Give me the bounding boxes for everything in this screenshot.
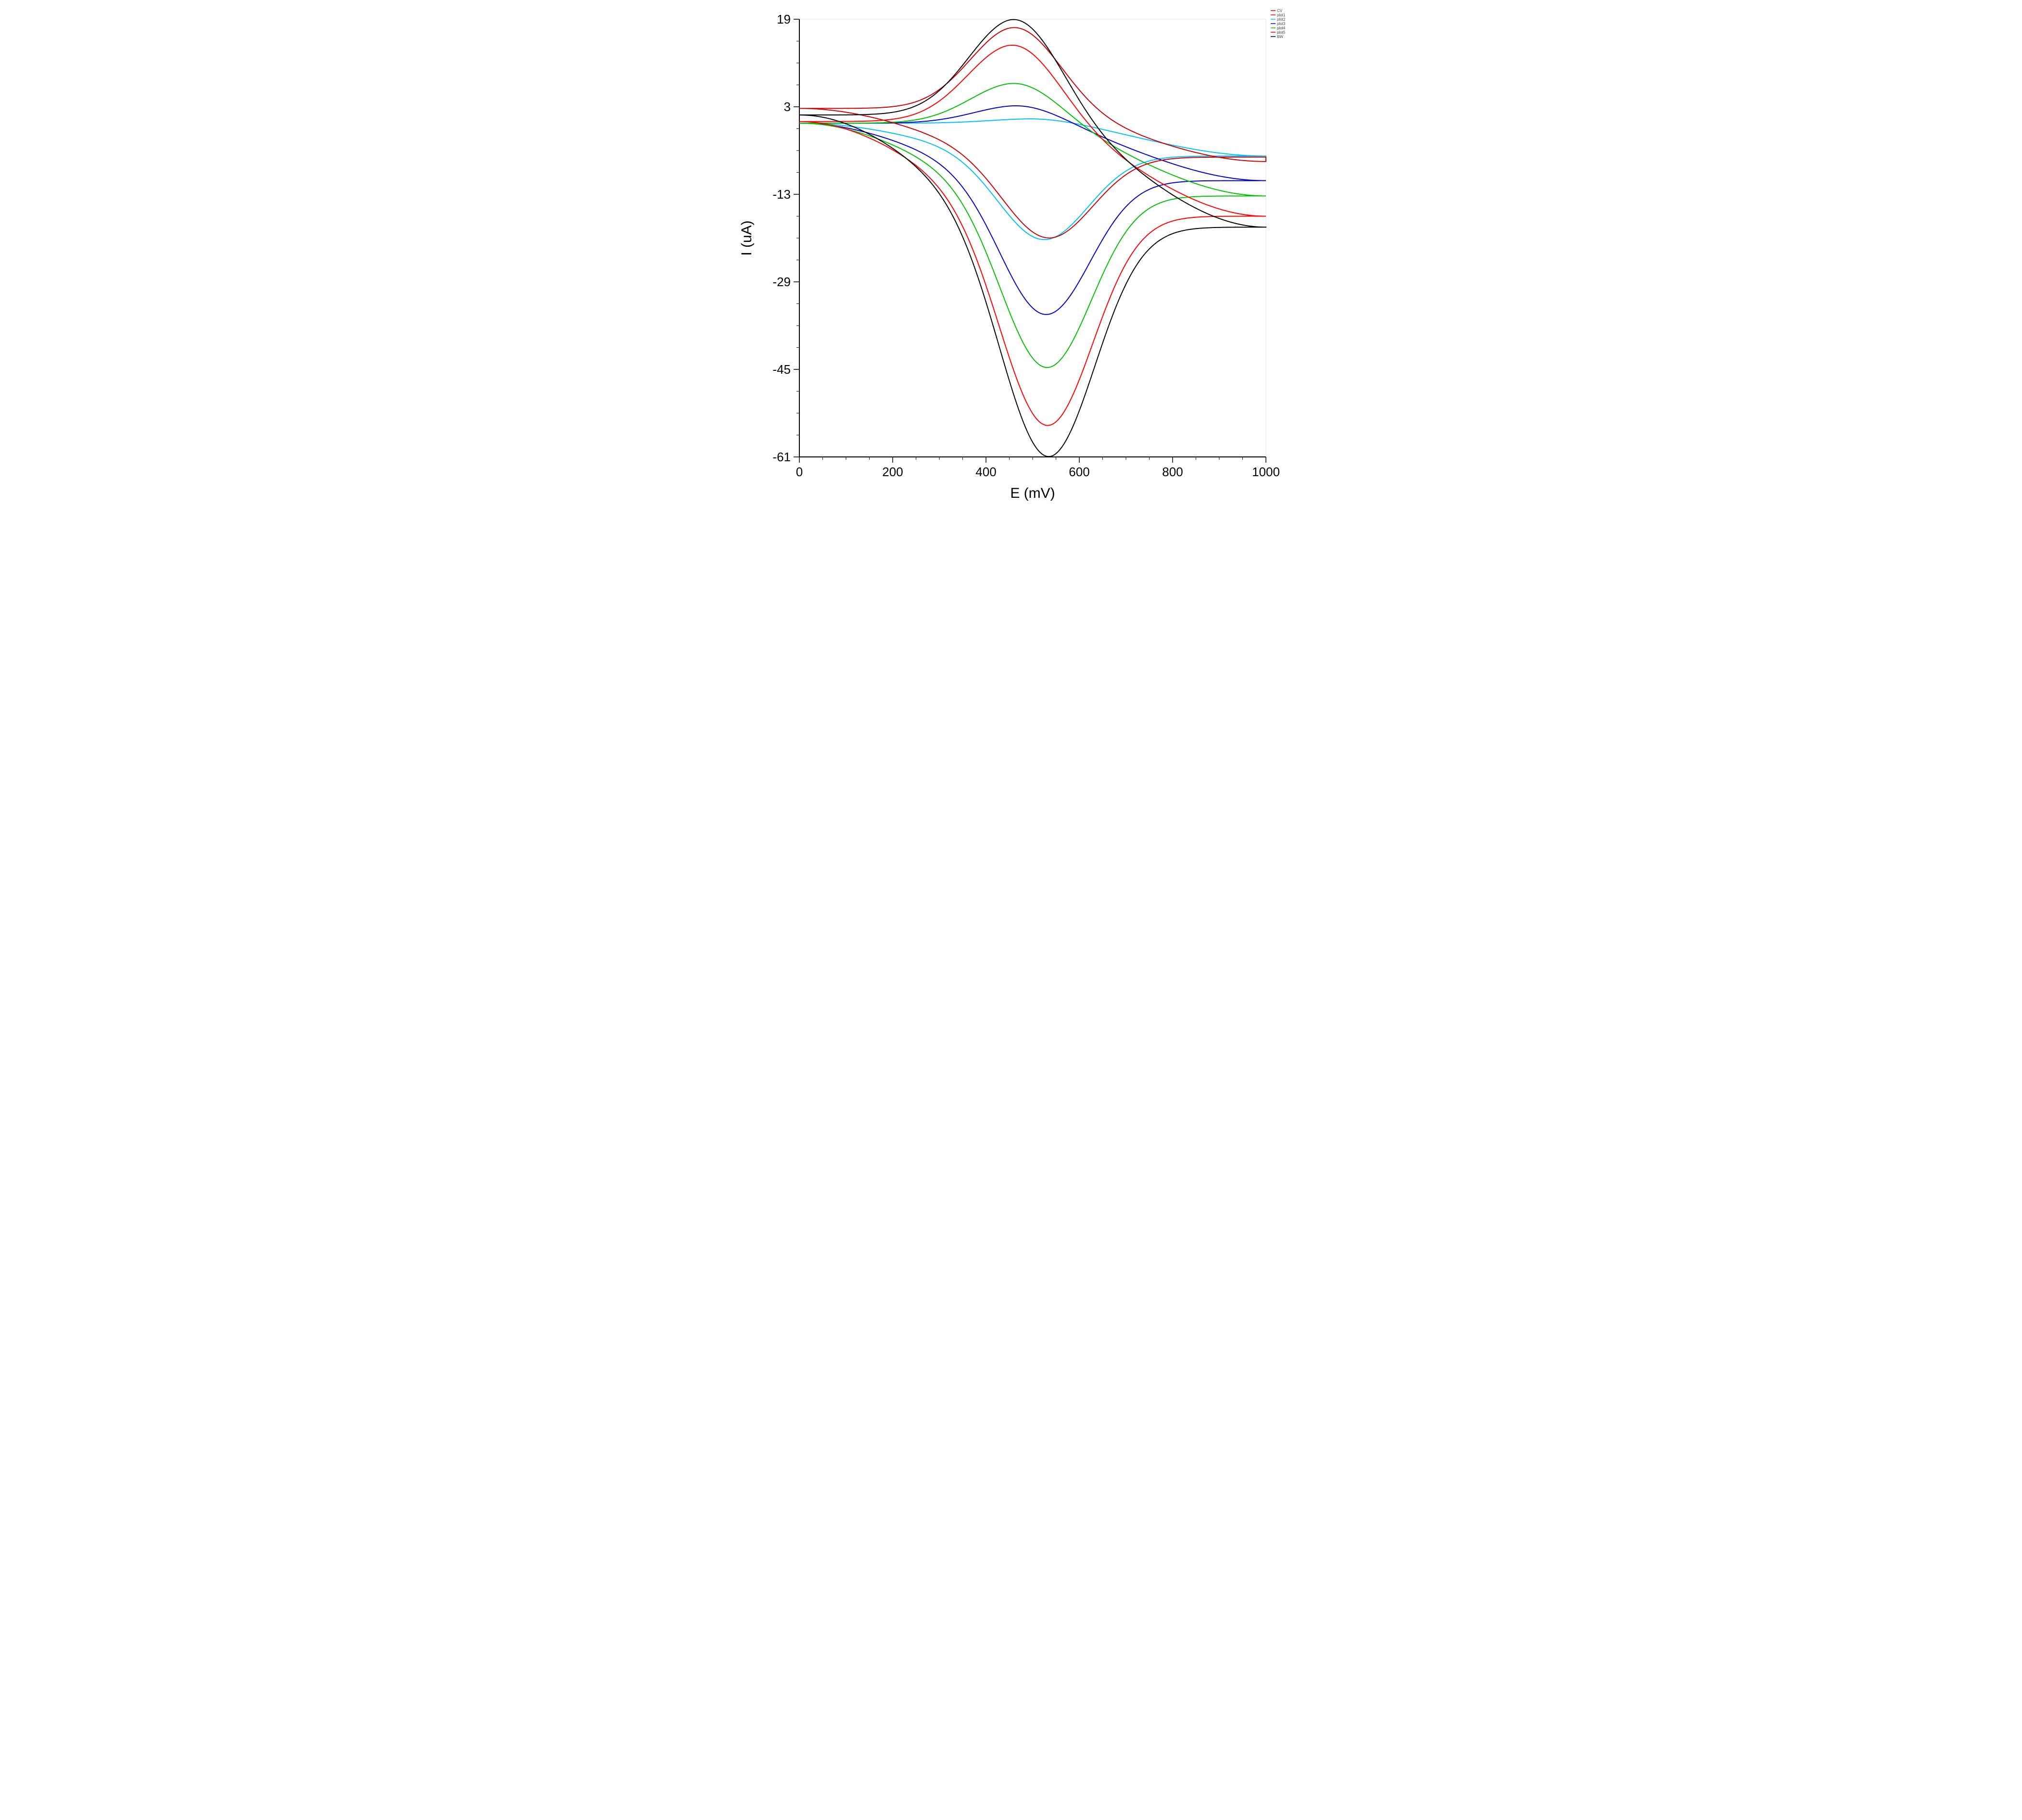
x-axis-label: E (mV) [1010,485,1055,501]
x-tick-label: 400 [975,465,996,479]
legend-label: plot3 [1277,22,1286,26]
x-tick-label: 0 [796,465,803,479]
y-tick-label: 3 [784,100,791,114]
x-tick-label: 600 [1069,465,1089,479]
series-black [799,20,1266,457]
y-tick-label: -13 [772,187,791,202]
legend-label: plot5 [1277,30,1286,35]
series-cyan [799,119,1266,240]
y-tick-label: -29 [772,275,791,289]
legend-label: CV [1277,9,1283,13]
y-tick-label: -61 [772,450,791,464]
y-tick-label: 19 [777,12,791,26]
chart-svg: 0 200 400 600 800 1000 E (mV) -61 -45 -29 -13 3 19 I … [722,0,1300,519]
x-tick-label: 800 [1162,465,1183,479]
series-green [799,83,1266,367]
legend-label: plot1 [1277,13,1286,17]
y-tick-label: -45 [772,362,791,377]
legend-label: plot4 [1277,26,1286,30]
legend-label: BW [1277,35,1283,39]
y-axis-label: I (uA) [739,220,755,255]
cv-chart: 0 200 400 600 800 1000 E (mV) -61 -45 -29 -13 3 19 I … [722,0,1300,519]
x-tick-label: 1000 [1252,465,1280,479]
legend-label: plot2 [1277,17,1286,22]
x-tick-label: 200 [882,465,903,479]
series-red-inner [799,45,1266,426]
series-blue [799,106,1266,315]
